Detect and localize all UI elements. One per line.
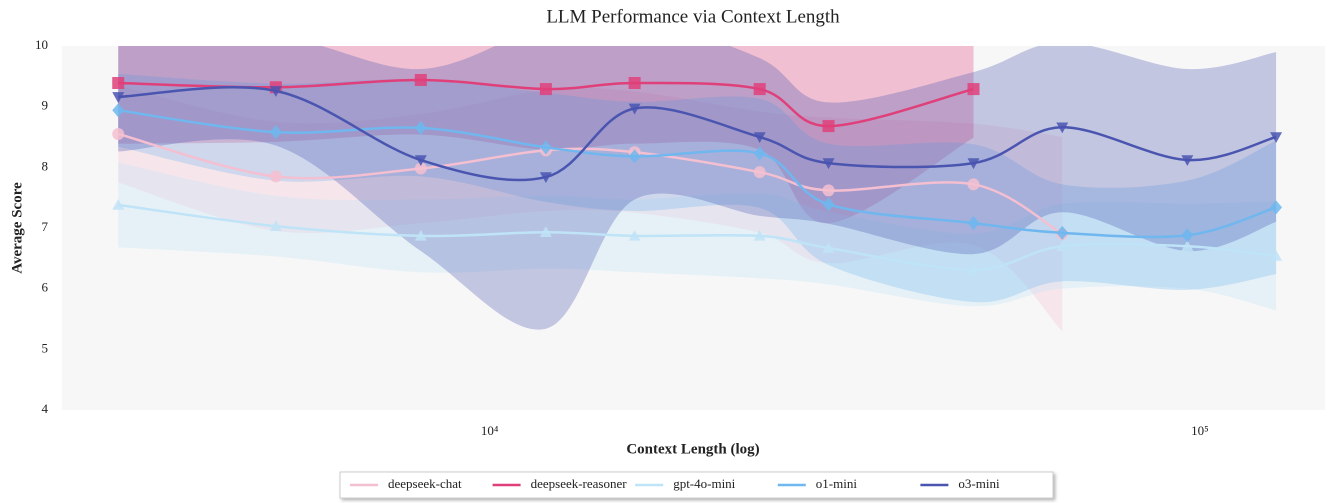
point bbox=[1181, 240, 1194, 251]
legend-label: deepseek-chat bbox=[388, 476, 462, 491]
y-tick-label: 10 bbox=[35, 37, 48, 52]
legend: deepseek-chat deepseek-reasoner gpt-4o-min… bbox=[350, 476, 1000, 491]
point bbox=[539, 172, 552, 184]
point bbox=[628, 103, 641, 115]
error-band bbox=[118, 85, 1063, 332]
point bbox=[753, 132, 766, 143]
y-tick-label: 4 bbox=[42, 401, 49, 416]
series-line bbox=[118, 86, 1277, 182]
point bbox=[822, 120, 835, 133]
y-tick-label: 5 bbox=[42, 340, 49, 355]
point bbox=[628, 229, 641, 241]
point bbox=[967, 178, 980, 191]
series-line bbox=[118, 203, 1277, 272]
error-band bbox=[118, 46, 1277, 330]
y-axis-label: Average Score bbox=[9, 182, 25, 274]
point bbox=[112, 103, 125, 118]
point bbox=[967, 158, 980, 170]
point bbox=[753, 83, 766, 96]
point bbox=[1270, 132, 1283, 143]
y-tick-label: 8 bbox=[42, 158, 49, 173]
chart-title: LLM Performance via Context Length bbox=[546, 6, 840, 27]
point bbox=[269, 170, 282, 183]
point bbox=[1056, 225, 1069, 240]
point bbox=[269, 220, 282, 231]
series-line bbox=[118, 109, 1277, 239]
point bbox=[753, 166, 766, 179]
y-tick-label: 7 bbox=[42, 219, 49, 234]
point bbox=[822, 184, 835, 197]
lines bbox=[112, 73, 1283, 275]
point bbox=[539, 83, 552, 96]
point bbox=[112, 198, 125, 210]
point bbox=[1181, 155, 1194, 167]
legend-label: deepseek-reasoner bbox=[531, 476, 628, 491]
point bbox=[1270, 200, 1283, 215]
point bbox=[414, 162, 427, 175]
point bbox=[628, 77, 641, 90]
point bbox=[753, 146, 766, 161]
x-axis-label: Context Length (log) bbox=[626, 441, 759, 457]
point bbox=[967, 263, 980, 275]
x-tick-label: 10⁴ bbox=[481, 423, 499, 438]
y-tick-label: 6 bbox=[42, 280, 49, 295]
point bbox=[414, 229, 427, 241]
error-band bbox=[118, 73, 1277, 303]
point bbox=[112, 92, 125, 103]
point bbox=[112, 127, 125, 140]
point bbox=[967, 216, 980, 231]
point bbox=[269, 125, 282, 140]
point bbox=[753, 229, 766, 241]
point bbox=[967, 83, 980, 96]
point bbox=[539, 140, 552, 155]
point bbox=[822, 197, 835, 212]
x-tick-label: 10⁵ bbox=[1191, 423, 1209, 438]
point bbox=[414, 155, 427, 167]
point bbox=[822, 158, 835, 170]
point bbox=[112, 77, 125, 90]
point bbox=[414, 73, 427, 86]
point bbox=[414, 120, 427, 135]
point bbox=[1181, 228, 1194, 243]
point bbox=[1056, 240, 1069, 251]
point bbox=[1270, 249, 1283, 261]
legend-label: gpt-4o-mini bbox=[673, 476, 735, 491]
point bbox=[539, 226, 552, 238]
point bbox=[269, 86, 282, 97]
y-tick-label: 9 bbox=[42, 98, 49, 113]
point bbox=[1056, 122, 1069, 134]
legend-label: o1-mini bbox=[816, 476, 858, 491]
point bbox=[628, 149, 641, 164]
legend-label: o3-mini bbox=[958, 476, 1000, 491]
point bbox=[822, 242, 835, 253]
